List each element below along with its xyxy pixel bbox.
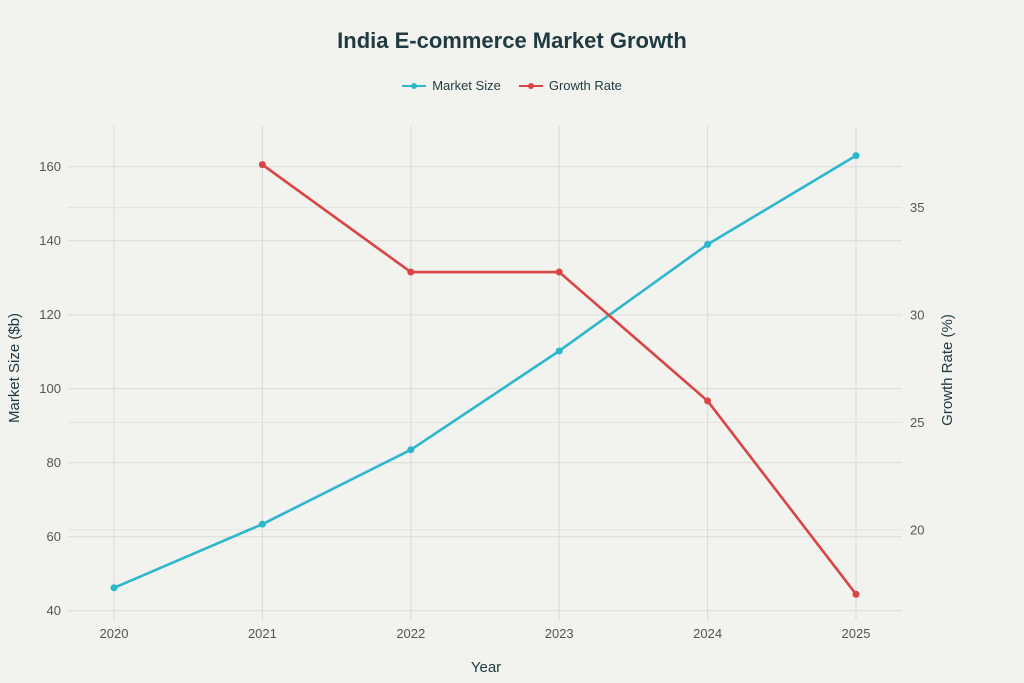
data-point-market-size [110,584,118,592]
y-left-tick-label: 40 [47,603,61,618]
data-point-market-size [258,520,266,528]
legend-item-market-size[interactable]: Market Size [402,78,501,93]
data-point-market-size [407,446,415,454]
legend-label-market-size: Market Size [432,78,501,93]
y-axis-left-title: Market Size ($b) [6,313,23,423]
y-left-tick-label: 60 [47,529,61,544]
legend-label-growth-rate: Growth Rate [548,78,622,93]
y-right-tick-label: 20 [910,522,924,537]
x-tick-label: 2022 [396,626,425,641]
data-point-market-size [704,240,712,248]
y-left-tick-label: 160 [39,159,61,174]
y-left-tick-label: 140 [39,233,61,248]
legend-item-growth-rate[interactable]: Growth Rate [518,78,622,93]
legend: Market Size Growth Rate [0,78,1024,93]
legend-swatch-market-size [402,81,427,91]
y-left-tick-label: 120 [39,307,61,322]
x-tick-label: 2021 [248,626,277,641]
y-left-tick-label: 80 [47,455,61,470]
x-tick-label: 2025 [842,626,871,641]
legend-swatch-growth-rate [518,81,543,91]
data-point-growth-rate [555,268,563,276]
x-tick-label: 2024 [693,626,722,641]
y-right-tick-label: 35 [910,200,924,215]
x-axis-title: Year [471,659,501,676]
data-point-growth-rate [704,397,712,405]
data-point-growth-rate [258,161,266,169]
y-right-tick-label: 25 [910,415,924,430]
x-tick-label: 2020 [100,626,129,641]
data-point-market-size [555,347,563,355]
data-point-market-size [852,152,860,160]
x-tick-label: 2023 [545,626,574,641]
grid-layer [68,126,902,620]
data-point-growth-rate [852,590,860,598]
series-line-market-size [113,154,857,590]
chart-title: India E-commerce Market Growth [337,28,687,53]
axis-layer: 2020 2021 2022 2023 2024 20254060801001201401… [39,159,924,641]
y-axis-right-title: Growth Rate (%) [939,314,956,426]
series-layer [110,152,860,598]
y-right-tick-label: 30 [910,308,924,323]
data-point-growth-rate [407,268,415,276]
y-left-tick-label: 100 [39,381,61,396]
